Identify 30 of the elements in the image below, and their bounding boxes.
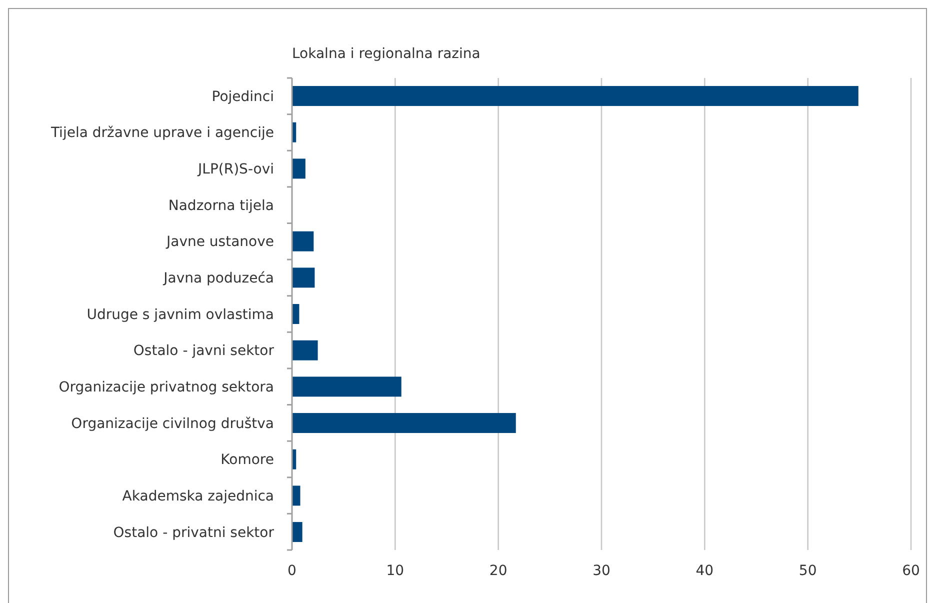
bar	[292, 86, 858, 106]
x-tick-label: 30	[592, 563, 610, 579]
y-tick-label: Tijela državne uprave i agencije	[50, 125, 274, 142]
y-tick-label: Udruge s javnim ovlastima	[86, 306, 274, 323]
y-tick-label: Organizacije privatnog sektora	[58, 380, 274, 396]
bar	[292, 340, 318, 360]
bar	[292, 376, 402, 397]
bar	[292, 486, 300, 506]
bar	[292, 413, 516, 433]
y-tick-label: Pojedinci	[212, 88, 274, 105]
x-tick-label: 50	[798, 563, 817, 579]
y-tick-label: Komore	[220, 452, 274, 468]
x-tick-label: 0	[288, 563, 296, 579]
y-tick-label: Organizacije civilnog društva	[71, 416, 274, 432]
x-tick-label: 40	[696, 563, 714, 579]
chart-title: Lokalna i regionalna razina	[292, 46, 480, 62]
x-tick-label: 10	[386, 563, 404, 579]
bar	[292, 158, 306, 179]
bar	[292, 268, 315, 288]
x-tick-label: 60	[902, 563, 920, 579]
y-tick-label: Nadzorna tijela	[168, 198, 274, 214]
y-tick-label: JLP(R)S-ovi	[197, 162, 274, 178]
y-tick-label: Javna poduzeća	[162, 270, 274, 287]
x-tick-label: 20	[489, 563, 508, 579]
y-tick-label: Javne ustanove	[165, 234, 274, 250]
bar	[292, 522, 302, 542]
bar	[292, 231, 314, 252]
y-tick-label: Ostalo - javni sektor	[133, 343, 274, 360]
y-tick-label: Ostalo - privatni sektor	[113, 524, 274, 541]
y-tick-label: Akademska zajednica	[122, 488, 274, 505]
